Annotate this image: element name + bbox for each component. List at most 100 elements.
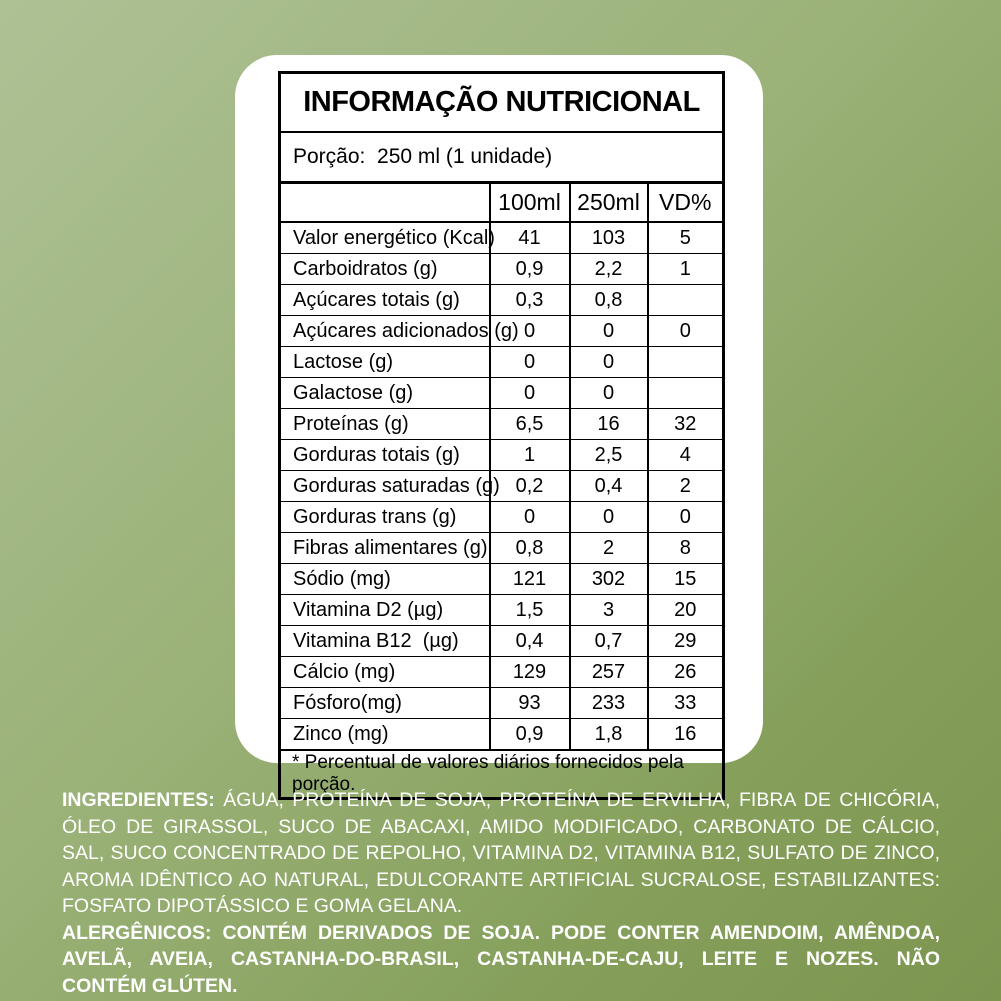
nutrient-label: Açúcares totais (g) [279,284,490,316]
value-250ml: 2,2 [568,253,648,285]
table-row: Lactose (g) 0 0 [279,346,724,378]
column-header-100ml: 100ml [488,182,570,223]
value-250ml: 0,4 [568,470,648,502]
value-vd [646,377,724,409]
value-100ml: 6,5 [488,408,570,440]
value-100ml: 0 [488,377,570,409]
nutrition-table-body: Valor energético (Kcal) 41 103 5 Carboid… [279,221,724,750]
value-vd: 5 [646,221,724,254]
value-vd: 32 [646,408,724,440]
value-vd [646,284,724,316]
value-vd: 33 [646,687,724,719]
value-250ml: 0 [568,315,648,347]
table-row: Açúcares totais (g) 0,3 0,8 [279,284,724,316]
value-250ml: 2 [568,532,648,564]
value-250ml: 2,5 [568,439,648,471]
value-100ml: 0,3 [488,284,570,316]
table-row: Gorduras trans (g) 0 0 0 [279,501,724,533]
value-vd [646,346,724,378]
table-row: Açúcares adicionados (g) 0 0 0 [279,315,724,347]
empty-header-cell [279,182,490,223]
value-100ml: 41 [488,221,570,254]
value-vd: 29 [646,625,724,657]
value-100ml: 129 [488,656,570,688]
footnote-text: * Percentual de valores diários fornecid… [279,749,724,799]
value-100ml: 0,4 [488,625,570,657]
table-row: Gorduras saturadas (g) 0,2 0,4 2 [279,470,724,502]
value-100ml: 0 [488,501,570,533]
serving-size-row: Porção: 250 ml (1 unidade) [279,132,724,184]
nutrition-table-head-section: INFORMAÇÃO NUTRICIONAL Porção: 250 ml (1… [279,72,724,223]
nutrient-label: Fibras alimentares (g) [279,532,490,564]
table-row: Valor energético (Kcal) 41 103 5 [279,221,724,254]
value-250ml: 3 [568,594,648,626]
value-100ml: 0,9 [488,253,570,285]
table-row: Sódio (mg) 121 302 15 [279,563,724,595]
nutrient-label: Valor energético (Kcal) [279,221,495,254]
value-vd: 26 [646,656,724,688]
table-row: Cálcio (mg) 129 257 26 [279,656,724,688]
nutrient-label: Galactose (g) [279,377,490,409]
allergens-paragraph: ALERGÊNICOS: CONTÉM DERIVADOS DE SOJA. P… [62,920,940,1000]
value-100ml: 1,5 [488,594,570,626]
value-250ml: 0 [568,501,648,533]
nutrient-label: Zinco (mg) [279,718,490,750]
nutrition-label-card: INFORMAÇÃO NUTRICIONAL Porção: 250 ml (1… [235,55,763,800]
value-vd: 20 [646,594,724,626]
nutrition-table-foot-section: * Percentual de valores diários fornecid… [279,749,724,799]
value-vd: 8 [646,532,724,564]
value-vd: 16 [646,718,724,750]
nutrient-label: Vitamina D2 (µg) [279,594,490,626]
value-250ml: 1,8 [568,718,648,750]
value-100ml: 1 [488,439,570,471]
table-row: Gorduras totais (g) 1 2,5 4 [279,439,724,471]
value-250ml: 0 [568,377,648,409]
nutrient-label: Cálcio (mg) [279,656,490,688]
table-row: Fósforo(mg) 93 233 33 [279,687,724,719]
nutrient-label: Gorduras totais (g) [279,439,490,471]
value-vd: 0 [646,501,724,533]
value-vd: 1 [646,253,724,285]
value-vd: 0 [646,315,724,347]
table-row: Vitamina D2 (µg) 1,5 3 20 [279,594,724,626]
nutrition-table: INFORMAÇÃO NUTRICIONAL Porção: 250 ml (1… [278,71,726,800]
table-row: Galactose (g) 0 0 [279,377,724,409]
ingredients-paragraph: INGREDIENTES: ÁGUA, PROTEÍNA DE SOJA, PR… [62,787,940,920]
value-250ml: 0,7 [568,625,648,657]
value-100ml: 0,8 [488,532,570,564]
value-250ml: 103 [568,221,648,254]
table-title: INFORMAÇÃO NUTRICIONAL [279,72,724,133]
nutrient-label: Carboidratos (g) [279,253,490,285]
value-250ml: 233 [568,687,648,719]
nutrient-label: Açúcares adicionados (g) [279,315,519,347]
column-header-250ml: 250ml [568,182,648,223]
value-250ml: 16 [568,408,648,440]
nutrient-label: Lactose (g) [279,346,490,378]
table-row: Proteínas (g) 6,5 16 32 [279,408,724,440]
nutrient-label: Proteínas (g) [279,408,490,440]
bottom-text-block: INGREDIENTES: ÁGUA, PROTEÍNA DE SOJA, PR… [62,787,940,999]
value-250ml: 302 [568,563,648,595]
allergens-label: ALERGÊNICOS: [62,921,212,944]
value-100ml: 121 [488,563,570,595]
table-row: Vitamina B12 (µg) 0,4 0,7 29 [279,625,724,657]
value-100ml: 0,9 [488,718,570,750]
value-vd: 4 [646,439,724,471]
table-row: Carboidratos (g) 0,9 2,2 1 [279,253,724,285]
column-header-vd: VD% [646,182,724,223]
value-100ml: 0 [488,315,570,347]
ingredients-text: ÁGUA, PROTEÍNA DE SOJA, PROTEÍNA DE ERVI… [62,789,940,917]
value-vd: 15 [646,563,724,595]
nutrient-label: Vitamina B12 (µg) [279,625,490,657]
value-100ml: 0,2 [488,470,570,502]
footnote-row: * Percentual de valores diários fornecid… [279,749,724,799]
table-title-row: INFORMAÇÃO NUTRICIONAL [279,72,724,133]
nutrient-label: Sódio (mg) [279,563,490,595]
value-100ml: 93 [488,687,570,719]
ingredients-label: INGREDIENTES: [62,789,215,811]
table-row: Fibras alimentares (g) 0,8 2 8 [279,532,724,564]
value-250ml: 0 [568,346,648,378]
value-100ml: 0 [488,346,570,378]
value-250ml: 0,8 [568,284,648,316]
table-row: Zinco (mg) 0,9 1,8 16 [279,718,724,750]
